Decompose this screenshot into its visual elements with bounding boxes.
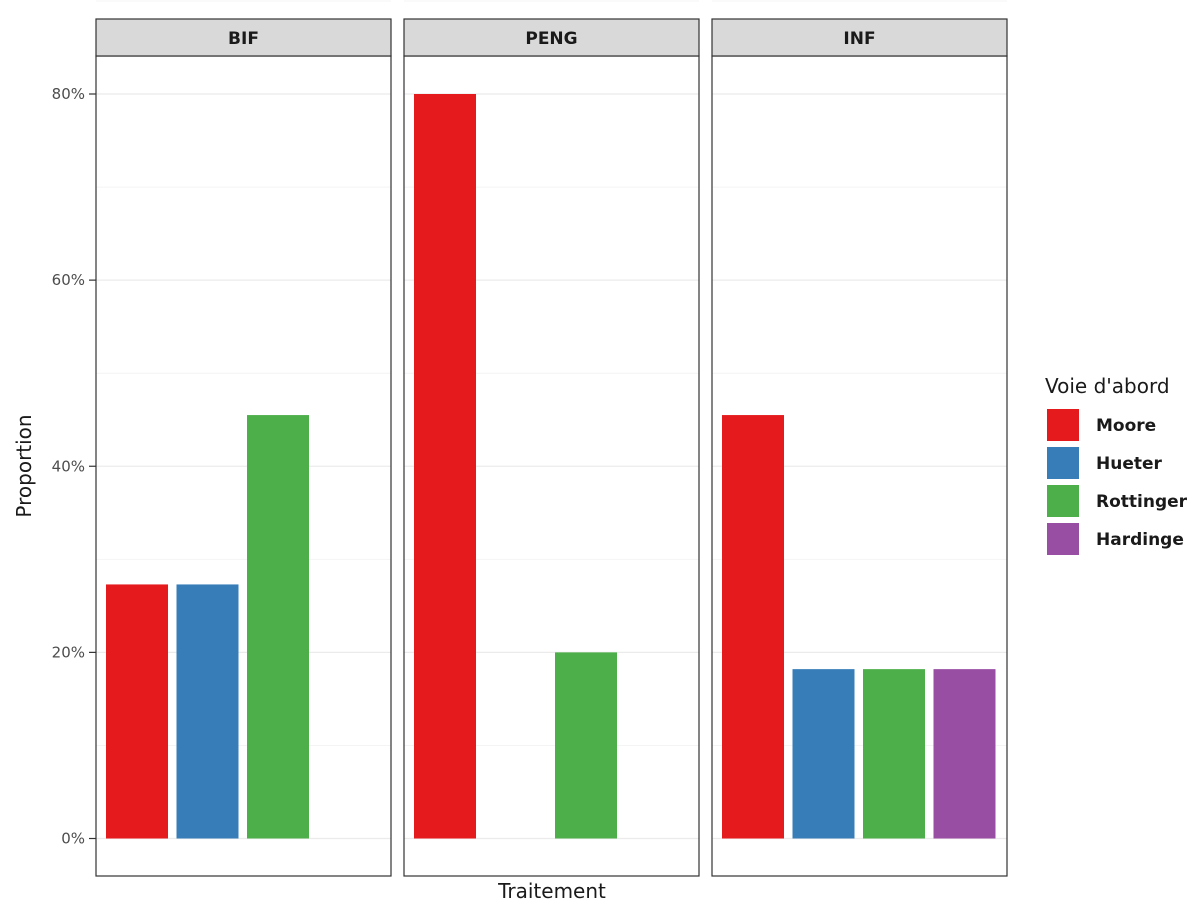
bar-bif-hueter: [176, 584, 239, 839]
x-axis-title: Traitement: [497, 879, 606, 902]
legend: Voie d'abord Moore Hueter Rottinger Harding…: [1045, 374, 1188, 555]
bar-inf-hardinge: [933, 669, 996, 839]
y-axis-title: Proportion: [12, 414, 36, 517]
legend-label-hardinge: Hardinge: [1096, 530, 1184, 550]
legend-label-rottinger: Rottinger: [1096, 492, 1188, 512]
facet-strip: [711, 18, 1008, 57]
y-tick-label: 40%: [52, 457, 85, 475]
facet-strip-label: BIF: [228, 29, 259, 49]
legend-key-hardinge: [1047, 523, 1079, 555]
bar-inf-moore: [722, 415, 784, 839]
bar-peng-moore: [414, 94, 476, 839]
legend-key-moore: [1047, 409, 1079, 441]
bar-bif-moore: [106, 584, 168, 839]
legend-key-rottinger: [1047, 485, 1079, 517]
y-tick-label: 60%: [52, 271, 85, 289]
legend-label-hueter: Hueter: [1096, 454, 1163, 474]
facet-bif: BIF: [95, 0, 392, 877]
y-axis: 0% 20% 40% 60% 80%: [52, 85, 96, 848]
bar-inf-rottinger: [863, 669, 925, 839]
facet-peng: PENG: [403, 0, 700, 877]
facet-strip: [95, 18, 392, 57]
facet-strip: [403, 18, 700, 57]
bar-bif-rottinger: [247, 415, 309, 839]
legend-title: Voie d'abord: [1045, 374, 1170, 398]
y-tick-label: 0%: [61, 830, 85, 848]
bar-inf-hueter: [792, 669, 855, 839]
facet-strip-label: PENG: [525, 29, 577, 49]
y-tick-label: 20%: [52, 643, 85, 661]
bar-peng-rottinger: [555, 652, 617, 839]
facet-inf: INF: [711, 0, 1008, 877]
y-tick-label: 80%: [52, 85, 85, 103]
legend-key-hueter: [1047, 447, 1079, 479]
facet-strip-label: INF: [843, 29, 875, 49]
legend-label-moore: Moore: [1096, 416, 1156, 436]
facet-panels: BIF PENG INF: [95, 0, 1008, 877]
